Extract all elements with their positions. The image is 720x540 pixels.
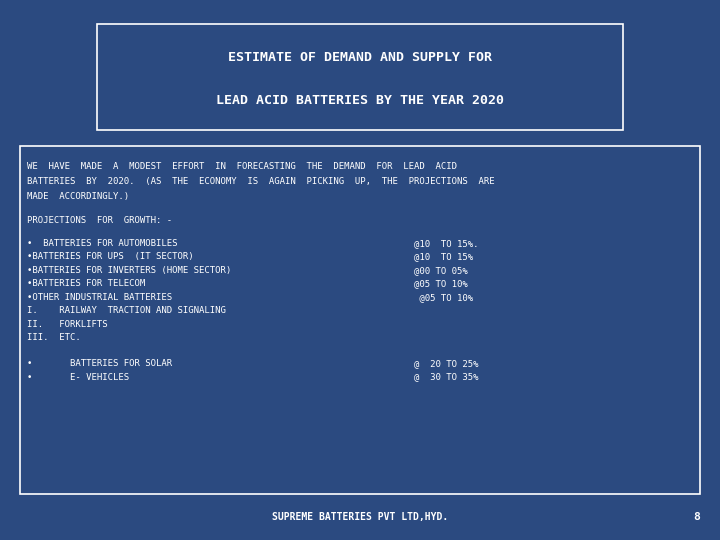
Text: @10  TO 15%.: @10 TO 15%.: [414, 239, 479, 248]
Text: @  30 TO 35%: @ 30 TO 35%: [414, 373, 479, 382]
Text: LEAD ACID BATTERIES BY THE YEAR 2020: LEAD ACID BATTERIES BY THE YEAR 2020: [216, 93, 504, 106]
Text: •       BATTERIES FOR SOLAR: • BATTERIES FOR SOLAR: [27, 359, 173, 368]
FancyBboxPatch shape: [20, 146, 700, 494]
Text: •OTHER INDUSTRIAL BATTERIES: •OTHER INDUSTRIAL BATTERIES: [27, 293, 173, 302]
Text: •BATTERIES FOR INVERTERS (HOME SECTOR): •BATTERIES FOR INVERTERS (HOME SECTOR): [27, 266, 232, 275]
Text: •BATTERIES FOR UPS  (IT SECTOR): •BATTERIES FOR UPS (IT SECTOR): [27, 252, 194, 261]
Text: SUPREME BATTERIES PVT LTD,HYD.: SUPREME BATTERIES PVT LTD,HYD.: [272, 512, 448, 522]
FancyBboxPatch shape: [97, 24, 623, 130]
Text: III.  ETC.: III. ETC.: [27, 333, 81, 342]
Text: @05 TO 10%: @05 TO 10%: [414, 293, 473, 302]
Text: •       E- VEHICLES: • E- VEHICLES: [27, 373, 130, 382]
Text: •BATTERIES FOR TELECOM: •BATTERIES FOR TELECOM: [27, 279, 145, 288]
Text: II.   FORKLIFTS: II. FORKLIFTS: [27, 320, 108, 329]
Text: @00 TO 05%: @00 TO 05%: [414, 266, 468, 275]
Text: @10  TO 15%: @10 TO 15%: [414, 252, 473, 261]
Text: BATTERIES  BY  2020.  (AS  THE  ECONOMY  IS  AGAIN  PICKING  UP,  THE  PROJECTIO: BATTERIES BY 2020. (AS THE ECONOMY IS AG…: [27, 177, 495, 186]
Text: 8: 8: [693, 512, 700, 522]
Text: I.    RAILWAY  TRACTION AND SIGNALING: I. RAILWAY TRACTION AND SIGNALING: [27, 306, 226, 315]
Text: PROJECTIONS  FOR  GROWTH: -: PROJECTIONS FOR GROWTH: -: [27, 216, 173, 225]
Text: WE  HAVE  MADE  A  MODEST  EFFORT  IN  FORECASTING  THE  DEMAND  FOR  LEAD  ACID: WE HAVE MADE A MODEST EFFORT IN FORECAST…: [27, 162, 457, 171]
Text: ESTIMATE OF DEMAND AND SUPPLY FOR: ESTIMATE OF DEMAND AND SUPPLY FOR: [228, 51, 492, 64]
Text: @05 TO 10%: @05 TO 10%: [414, 279, 468, 288]
Text: MADE  ACCORDINGLY.): MADE ACCORDINGLY.): [27, 192, 130, 201]
Text: •  BATTERIES FOR AUTOMOBILES: • BATTERIES FOR AUTOMOBILES: [27, 239, 178, 248]
Text: @  20 TO 25%: @ 20 TO 25%: [414, 359, 479, 368]
